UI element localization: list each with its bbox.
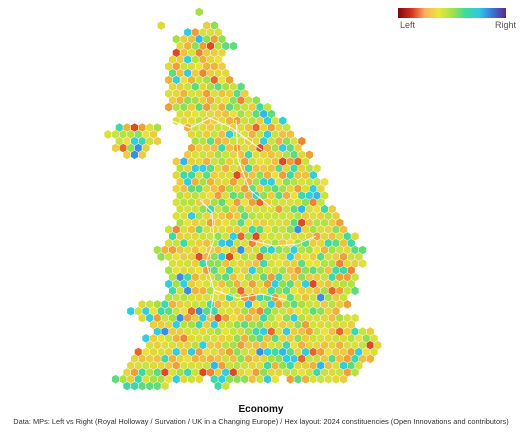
constituency-hex — [172, 374, 181, 385]
constituency-hex — [160, 381, 170, 391]
nation-boundaries — [169, 117, 317, 319]
color-legend: Left Right — [398, 8, 518, 34]
constituency-hex — [255, 374, 265, 385]
legend-right-label: Right — [494, 20, 516, 30]
constituency-hex — [233, 374, 242, 385]
constituency-hex — [153, 381, 162, 391]
constituency-hex — [366, 353, 375, 364]
constituency-hex — [122, 149, 132, 160]
map-title: Economy — [238, 404, 284, 415]
constituency-hex — [138, 149, 147, 160]
constituency-hex — [263, 374, 272, 385]
constituency-hex — [331, 374, 341, 385]
constituency-hex — [122, 381, 132, 391]
constituency-hex — [195, 7, 204, 17]
constituency-hex — [350, 285, 360, 296]
constituency-hex — [316, 374, 325, 385]
constituency-hex — [293, 374, 303, 385]
legend-left-label: Left — [400, 20, 416, 30]
constituency-hex — [164, 102, 173, 113]
constituency-hex — [286, 374, 295, 385]
constituency-hex — [179, 374, 189, 385]
constituency-hex — [111, 143, 120, 153]
constituency-hex — [138, 381, 147, 391]
constituency-hex — [130, 381, 139, 391]
region-boundary-line — [235, 119, 273, 209]
constituency-hex — [309, 374, 318, 385]
legend-gradient-bar — [398, 8, 506, 18]
constituency-hex — [153, 136, 162, 147]
constituency-hex — [339, 374, 348, 385]
constituency-hex — [343, 299, 352, 310]
constituency-hex — [248, 374, 257, 385]
constituency-hex — [301, 374, 310, 385]
constituency-hexes — [103, 7, 382, 391]
constituency-hex — [187, 374, 196, 385]
constituency-hex — [157, 251, 166, 262]
constituency-hex — [157, 20, 166, 31]
region-boundary-line — [249, 235, 317, 247]
constituency-hex — [111, 374, 120, 385]
constituency-hex — [138, 313, 147, 323]
constituency-hex — [130, 149, 139, 160]
constituency-hex — [214, 381, 223, 391]
constituency-hex — [358, 258, 367, 269]
constituency-hex — [229, 41, 238, 51]
region-boundary-line — [199, 199, 215, 319]
constituency-hex — [126, 306, 135, 317]
constituency-hex — [195, 374, 204, 385]
source-caption: Data: MPs: Left vs Right (Royal Holloway… — [13, 417, 509, 426]
hex-map — [103, 7, 382, 391]
constituency-hex — [221, 381, 230, 391]
region-boundary-line — [213, 289, 287, 301]
constituency-hex — [145, 381, 154, 391]
region-boundary-line — [169, 117, 263, 151]
constituency-hex — [324, 374, 333, 385]
constituency-hex — [240, 374, 249, 385]
constituency-hex — [350, 367, 360, 378]
constituency-hex — [103, 129, 113, 140]
constituency-hex — [271, 374, 280, 385]
